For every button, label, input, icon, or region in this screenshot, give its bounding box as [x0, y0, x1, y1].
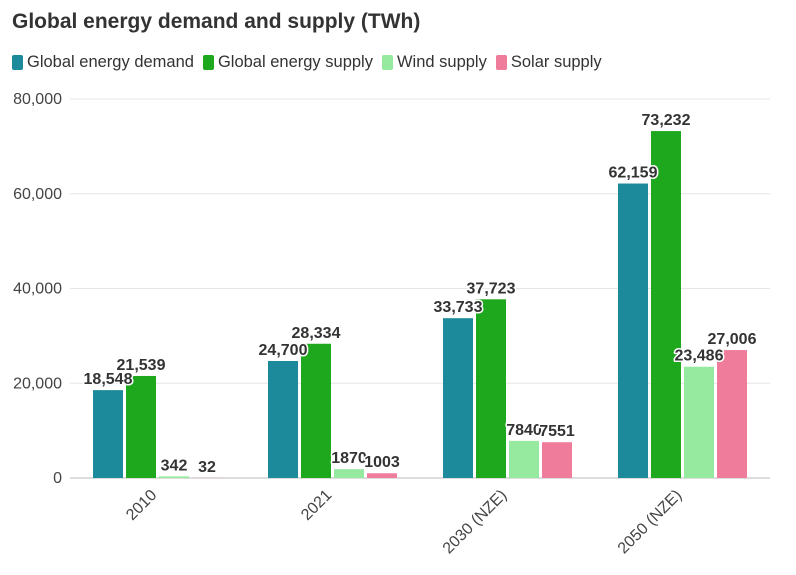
data-label-supply-0: 21,539 [117, 357, 166, 374]
bar-solar-1[interactable] [367, 473, 397, 478]
legend-label-wind: Wind supply [396, 53, 487, 71]
bar-demand-1[interactable] [268, 360, 298, 478]
bar-solar-3[interactable] [717, 350, 747, 478]
bar-demand-0[interactable] [93, 390, 123, 478]
bar-wind-3[interactable] [684, 366, 714, 478]
y-tick-label: 60,000 [13, 186, 62, 203]
bar-supply-2[interactable] [476, 299, 506, 478]
y-tick-label: 40,000 [13, 281, 62, 298]
y-tick-label: 20,000 [13, 375, 62, 392]
bar-supply-3[interactable] [651, 131, 681, 478]
bar-demand-2[interactable] [443, 318, 473, 478]
chart-title: Global energy demand and supply (TWh) [12, 10, 421, 33]
legend-swatch-supply [202, 55, 214, 70]
bars [93, 131, 747, 479]
x-tick-label: 2021 [298, 487, 335, 524]
data-label-wind-2: 7840 [506, 422, 542, 439]
legend-item-solar: Solar supply [495, 53, 602, 72]
data-label-supply-2: 37,723 [467, 280, 516, 297]
bar-wind-0[interactable] [159, 476, 189, 478]
legend-swatch-demand [12, 55, 23, 70]
data-label-supply-1: 28,334 [292, 325, 341, 342]
x-tick-label: 2030 (NZE) [440, 487, 511, 558]
data-label-demand-2: 33,733 [434, 299, 483, 316]
y-tick-label: 80,000 [13, 91, 62, 108]
legend-label-demand: Global energy demand [27, 53, 194, 71]
bar-solar-2[interactable] [542, 442, 572, 478]
x-axis: 2010 2021 2030 (NZE) 2050 (NZE) [123, 487, 685, 558]
legend-label-solar: Solar supply [510, 53, 602, 71]
data-label-solar-1: 1003 [364, 454, 400, 471]
legend-item-demand: Global energy demand [12, 53, 194, 72]
y-axis: 0 20,000 40,000 60,000 80,000 [13, 91, 62, 487]
legend-item-supply: Global energy supply [202, 53, 373, 72]
data-label-wind-3: 23,486 [675, 348, 724, 365]
bar-wind-2[interactable] [509, 440, 539, 478]
data-label-demand-0: 18,548 [84, 371, 133, 388]
y-tick-label: 0 [53, 470, 62, 487]
bar-wind-1[interactable] [334, 469, 364, 478]
data-label-solar-2: 7551 [539, 423, 575, 440]
x-tick-label: 2010 [123, 487, 160, 524]
bar-supply-1[interactable] [301, 343, 331, 478]
data-label-solar-0: 32 [198, 459, 216, 476]
legend-item-wind: Wind supply [381, 53, 487, 72]
bar-demand-3[interactable] [618, 183, 648, 479]
data-label-wind-0: 342 [161, 457, 188, 474]
legend-swatch-wind [381, 55, 393, 70]
data-label-demand-3: 62,159 [609, 165, 658, 182]
data-label-wind-1: 1870 [331, 450, 367, 467]
data-label-solar-3: 27,006 [708, 331, 757, 348]
legend: Global energy demand Global energy suppl… [12, 53, 611, 72]
legend-label-supply: Global energy supply [217, 53, 373, 71]
bar-supply-0[interactable] [126, 375, 156, 478]
data-label-supply-3: 73,232 [642, 112, 691, 129]
data-label-demand-1: 24,700 [259, 342, 308, 359]
x-tick-label: 2050 (NZE) [615, 487, 686, 558]
legend-swatch-solar [495, 55, 507, 70]
